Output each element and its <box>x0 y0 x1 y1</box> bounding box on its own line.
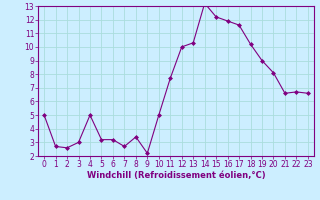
X-axis label: Windchill (Refroidissement éolien,°C): Windchill (Refroidissement éolien,°C) <box>87 171 265 180</box>
